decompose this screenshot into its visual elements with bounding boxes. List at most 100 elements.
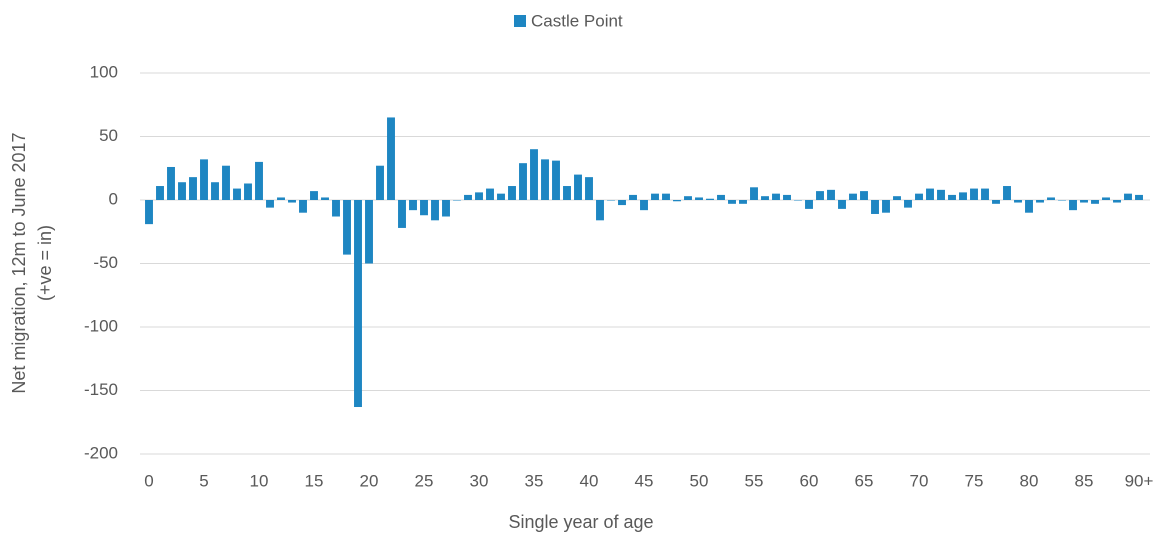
bar (772, 193, 780, 200)
x-tick-label: 40 (580, 471, 599, 490)
x-tick-label: 30 (470, 471, 489, 490)
bar (354, 200, 362, 408)
bar (519, 163, 527, 200)
bar (1135, 194, 1143, 200)
x-tick-label: 75 (965, 471, 984, 490)
bar (398, 200, 406, 228)
bar (794, 200, 802, 201)
bar (244, 183, 252, 200)
bar (948, 194, 956, 200)
y-axis-label: (+ve = in) (35, 225, 55, 301)
x-tick-label: 45 (635, 471, 654, 490)
x-tick-label: 55 (745, 471, 764, 490)
y-tick-label: -200 (84, 443, 118, 462)
bar (1124, 193, 1132, 200)
bar (695, 197, 703, 200)
bar (299, 200, 307, 213)
bar (860, 191, 868, 200)
y-tick-label: 0 (109, 189, 118, 208)
bar (585, 177, 593, 200)
x-tick-label: 60 (800, 471, 819, 490)
bar (981, 188, 989, 200)
bar (816, 191, 824, 200)
bar (387, 117, 395, 200)
bar (541, 159, 549, 200)
bar (563, 186, 571, 200)
bar (431, 200, 439, 221)
x-tick-label: 15 (305, 471, 324, 490)
bar (486, 188, 494, 200)
bar (508, 186, 516, 200)
bar (607, 200, 615, 201)
legend-swatch (514, 15, 526, 27)
bar (882, 200, 890, 213)
x-tick-label: 85 (1075, 471, 1094, 490)
x-tick-label: 0 (144, 471, 153, 490)
bar (376, 165, 384, 200)
bar (640, 200, 648, 211)
bar (1058, 200, 1066, 201)
bar (926, 188, 934, 200)
bar (1025, 200, 1033, 213)
x-axis-label: Single year of age (508, 512, 653, 532)
x-tick-label: 20 (360, 471, 379, 490)
y-tick-label: 50 (99, 126, 118, 145)
x-tick-label: 70 (910, 471, 929, 490)
bar (893, 196, 901, 200)
bar (662, 193, 670, 200)
bar (211, 182, 219, 200)
bar (750, 187, 758, 200)
y-tick-label: 100 (90, 62, 118, 81)
bar (552, 160, 560, 200)
bar (310, 191, 318, 200)
bar (717, 194, 725, 200)
bar (475, 192, 483, 200)
bar (1080, 200, 1088, 203)
bar (1036, 200, 1044, 203)
x-tick-label: 65 (855, 471, 874, 490)
bar (365, 200, 373, 264)
bar (464, 194, 472, 200)
bar (453, 200, 461, 201)
bar (277, 197, 285, 200)
bar (255, 161, 263, 200)
bar (1113, 200, 1121, 203)
bar (145, 200, 153, 225)
bar (497, 193, 505, 200)
bar (970, 188, 978, 200)
bar (332, 200, 340, 217)
bar (706, 198, 714, 200)
bar (761, 196, 769, 200)
bar (728, 200, 736, 204)
bar (904, 200, 912, 208)
x-tick-label: 5 (199, 471, 208, 490)
bar (739, 200, 747, 204)
legend-label: Castle Point (531, 11, 623, 30)
bar (200, 159, 208, 200)
bar (156, 186, 164, 200)
bar (1091, 200, 1099, 204)
bar (266, 200, 274, 208)
bar (1069, 200, 1077, 211)
bar (937, 189, 945, 200)
bar (827, 189, 835, 200)
bar (1047, 197, 1055, 200)
bar (1102, 197, 1110, 200)
bar (530, 149, 538, 200)
bar (420, 200, 428, 216)
bar (167, 166, 175, 200)
y-tick-label: -150 (84, 380, 118, 399)
x-tick-label: 80 (1020, 471, 1039, 490)
x-tick-label: 35 (525, 471, 544, 490)
bar (673, 200, 681, 202)
bar (233, 188, 241, 200)
bar (1014, 200, 1022, 203)
bar (189, 177, 197, 200)
bar (992, 200, 1000, 204)
bar (651, 193, 659, 200)
bar (321, 197, 329, 200)
bar (596, 200, 604, 221)
bar (343, 200, 351, 255)
x-tick-label: 25 (415, 471, 434, 490)
